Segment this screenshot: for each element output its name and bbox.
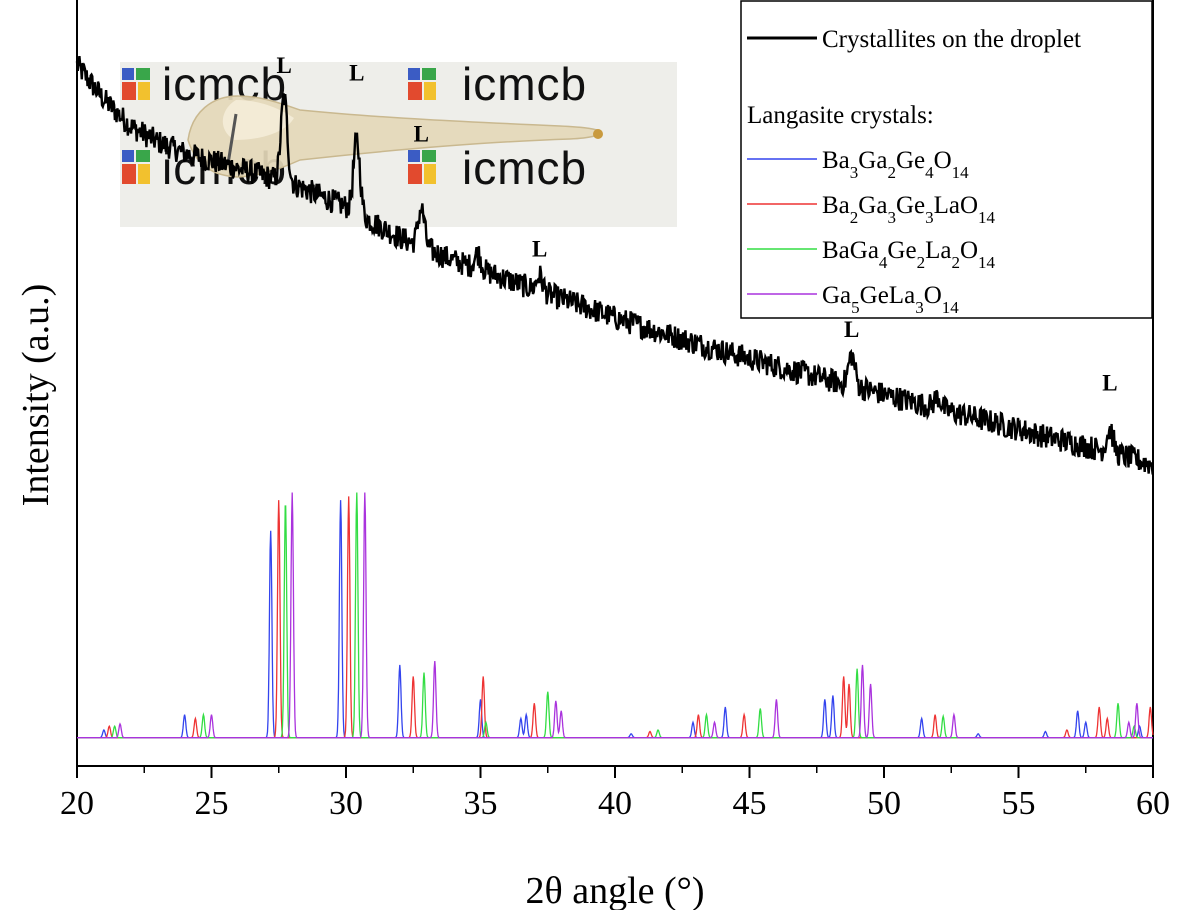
measured-series-group [75, 55, 1154, 475]
x-tick-label: 20 [60, 785, 94, 822]
x-tick-label: 45 [733, 785, 767, 822]
measured-series-line [75, 55, 1154, 475]
droplet-highlight [222, 100, 294, 140]
logo-bottom-right: icmcb [408, 142, 587, 194]
reference-series-group [77, 492, 1154, 739]
peak-annotations: L L L L L L [276, 53, 1117, 396]
x-tick-label: 50 [867, 785, 901, 822]
logo-mark-icon [422, 150, 436, 162]
legend-label: Ba2Ga3Ge3LaO14 [822, 192, 996, 227]
x-tick-label: 55 [1002, 785, 1036, 822]
reference-series-line [77, 492, 1153, 739]
logo-mark-icon [424, 82, 436, 100]
x-axis-title: 2θ angle (°) [526, 870, 705, 910]
peak-label: L [276, 53, 291, 78]
logo-mark-icon [122, 68, 134, 80]
logo-mark-icon [122, 164, 136, 184]
peak-label: L [414, 122, 429, 147]
x-tick-label: 25 [195, 785, 229, 822]
peak-label: L [532, 237, 547, 262]
legend-label: BaGa4Ge2La2O14 [822, 237, 996, 272]
logo-mark-icon [408, 82, 422, 100]
reference-series-line [77, 496, 1154, 739]
logo-mark-icon [424, 164, 436, 184]
droplet-tip [593, 129, 603, 139]
legend-label-measured: Crystallites on the droplet [822, 26, 1081, 53]
logo-mark-icon [122, 82, 136, 100]
logo-mark-icon [408, 164, 422, 184]
logo-mark-icon [136, 150, 150, 162]
logo-text: icmcb [462, 142, 587, 194]
peak-label: L [844, 317, 859, 342]
x-tick-label: 35 [464, 785, 498, 822]
logo-mark-icon [138, 82, 150, 100]
logo-top-right: icmcb [408, 58, 587, 110]
peak-label: L [1102, 371, 1117, 396]
legend-entries: Ba3Ga2Ge4O14 Ba2Ga3Ge3LaO14 BaGa4Ge2La2O14… [747, 147, 996, 317]
legend: Crystallites on the droplet Langasite cr… [740, 0, 1153, 319]
x-axis-ticks: 20 25 30 35 40 45 50 55 60 [60, 766, 1170, 822]
logo-mark-icon [136, 68, 150, 80]
logo-mark-icon [408, 150, 420, 162]
legend-group-title: Langasite crystals: [747, 102, 934, 129]
legend-label: Ga5GeLa3O14 [822, 282, 959, 317]
logo-mark-icon [138, 164, 150, 184]
legend-label: Ba3Ga2Ge4O14 [822, 147, 969, 182]
logo-mark-icon [422, 68, 436, 80]
logo-mark-icon [122, 150, 134, 162]
logo-mark-icon [408, 68, 420, 80]
x-tick-label: 30 [329, 785, 363, 822]
peak-label: L [349, 60, 364, 85]
reference-series-line [77, 500, 1153, 739]
x-tick-label: 40 [598, 785, 632, 822]
reference-series-line [77, 492, 1153, 739]
y-axis-title: Intensity (a.u.) [15, 284, 57, 507]
x-tick-label: 60 [1136, 785, 1170, 822]
inset-photo: icmcb icmcb icmcb icmcb [120, 58, 677, 227]
droplet-crack [226, 113, 238, 165]
logo-text: icmcb [462, 58, 587, 110]
